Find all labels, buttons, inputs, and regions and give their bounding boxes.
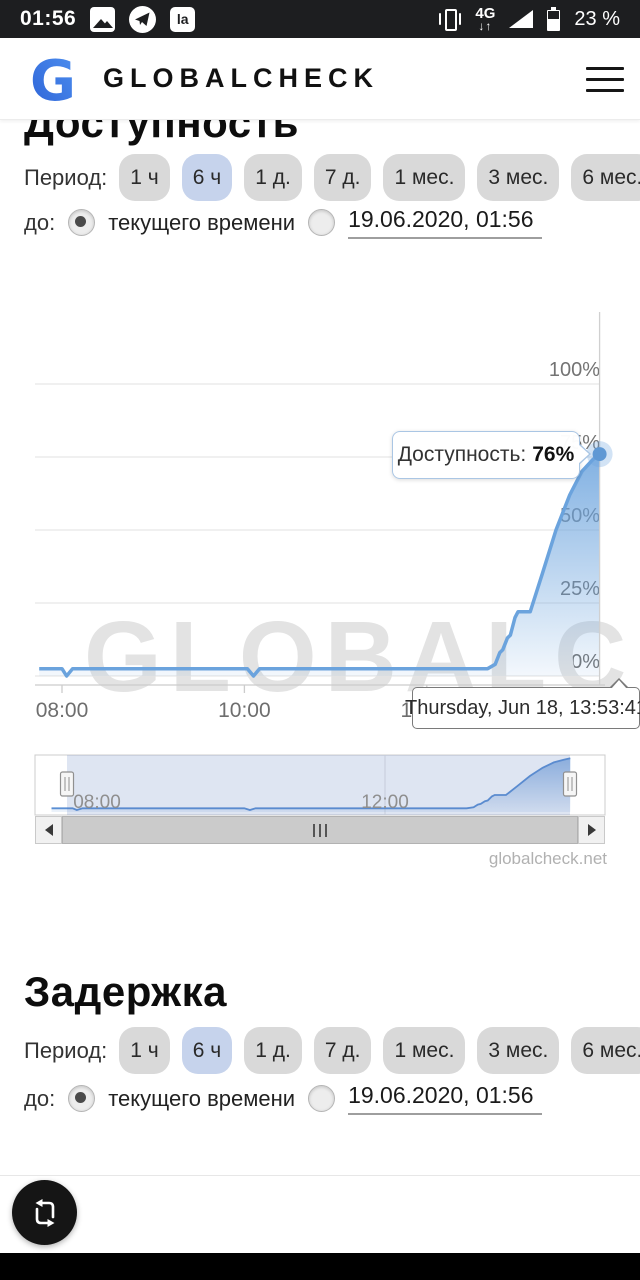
until-current-radio[interactable] (68, 209, 96, 236)
section-divider (0, 1175, 640, 1176)
period-6h-button[interactable]: 6 ч (181, 1027, 233, 1074)
arrow-left-icon (44, 824, 53, 836)
chart-scrollbar (35, 816, 605, 844)
until-current-label[interactable]: текущего времени (108, 209, 296, 235)
until-date-value[interactable]: 19.06.2020, 01:56 (348, 206, 542, 239)
scrollbar-left-button[interactable] (35, 816, 62, 844)
period-1h-button[interactable]: 1 ч (119, 1027, 170, 1074)
period-1m-button[interactable]: 1 мес. (383, 1027, 466, 1074)
bottom-navigation-bar (0, 1253, 640, 1280)
arrow-right-icon (587, 824, 596, 836)
status-time: 01:56 (20, 7, 77, 30)
period-7d-button[interactable]: 7 д. (313, 1027, 372, 1074)
period-1m-button[interactable]: 1 мес. (383, 154, 466, 201)
chart-credit[interactable]: globalcheck.net (488, 849, 607, 868)
signal-strength-icon (509, 10, 534, 28)
svg-text:12:00: 12:00 (361, 792, 409, 813)
brand-name[interactable]: GLOBALCHECK (103, 63, 379, 93)
status-bar: 01:56 la 4G ↓↑ 23 % (0, 0, 640, 38)
until-label: до: (24, 209, 56, 235)
svg-text:G: G (30, 51, 76, 107)
rotate-icon (35, 1198, 54, 1227)
svg-text:10:00: 10:00 (218, 699, 271, 722)
period-6m-button[interactable]: 6 мес. (571, 154, 640, 201)
period-label: Период: (24, 164, 108, 190)
svg-text:08:00: 08:00 (36, 699, 89, 722)
telegram-notification-icon (129, 5, 157, 33)
scrollbar-thumb[interactable] (62, 816, 578, 844)
la-notification-badge: la (170, 6, 196, 32)
period-1h-button[interactable]: 1 ч (119, 154, 170, 201)
network-4g-icon: 4G ↓↑ (475, 5, 496, 33)
series-tooltip: Доступность: 76% (392, 431, 591, 479)
battery-icon (547, 7, 561, 31)
period-7d-button[interactable]: 7 д. (313, 154, 372, 201)
until-label: до: (24, 1085, 56, 1111)
app-header: G GLOBALCHECK (0, 38, 640, 120)
vibrate-icon (439, 8, 462, 31)
period-3m-button[interactable]: 3 мес. (477, 154, 560, 201)
latency-title: Задержка (24, 968, 227, 1015)
chart-navigator[interactable]: 08:00 12:00 (34, 754, 606, 816)
until-date-radio[interactable] (308, 1085, 336, 1112)
availability-period-row: Период: 1 ч 6 ч 1 д. 7 д. 1 мес. 3 мес. … (24, 154, 640, 201)
until-date-value[interactable]: 19.06.2020, 01:56 (348, 1082, 542, 1115)
battery-percent: 23 % (574, 7, 620, 30)
availability-until-row: до: текущего времени 19.06.2020, 01:56 (24, 206, 542, 239)
hamburger-menu-icon[interactable] (586, 67, 624, 92)
until-date-radio[interactable] (308, 209, 336, 236)
period-6m-button[interactable]: 6 мес. (571, 1027, 640, 1074)
svg-text:08:00: 08:00 (73, 792, 121, 813)
scrollbar-right-button[interactable] (578, 816, 605, 844)
svg-text:100%: 100% (549, 359, 600, 381)
gallery-notification-icon (90, 6, 116, 32)
until-current-radio[interactable] (68, 1085, 96, 1112)
latency-until-row: до: текущего времени 19.06.2020, 01:56 (24, 1082, 542, 1115)
globalcheck-logo-icon[interactable]: G (25, 51, 81, 107)
until-current-label[interactable]: текущего времени (108, 1085, 296, 1111)
rotate-screen-fab[interactable] (12, 1180, 77, 1245)
crosshair-date-tooltip: Thursday, Jun 18, 13:53:41 (405, 678, 640, 729)
latency-period-row: Период: 1 ч 6 ч 1 д. 7 д. 1 мес. 3 мес. … (24, 1027, 640, 1074)
period-6h-button[interactable]: 6 ч (181, 154, 233, 201)
period-1d-button[interactable]: 1 д. (244, 154, 302, 201)
period-3m-button[interactable]: 3 мес. (477, 1027, 560, 1074)
period-label: Период: (24, 1037, 108, 1063)
chart-series (39, 312, 613, 685)
period-1d-button[interactable]: 1 д. (244, 1027, 302, 1074)
